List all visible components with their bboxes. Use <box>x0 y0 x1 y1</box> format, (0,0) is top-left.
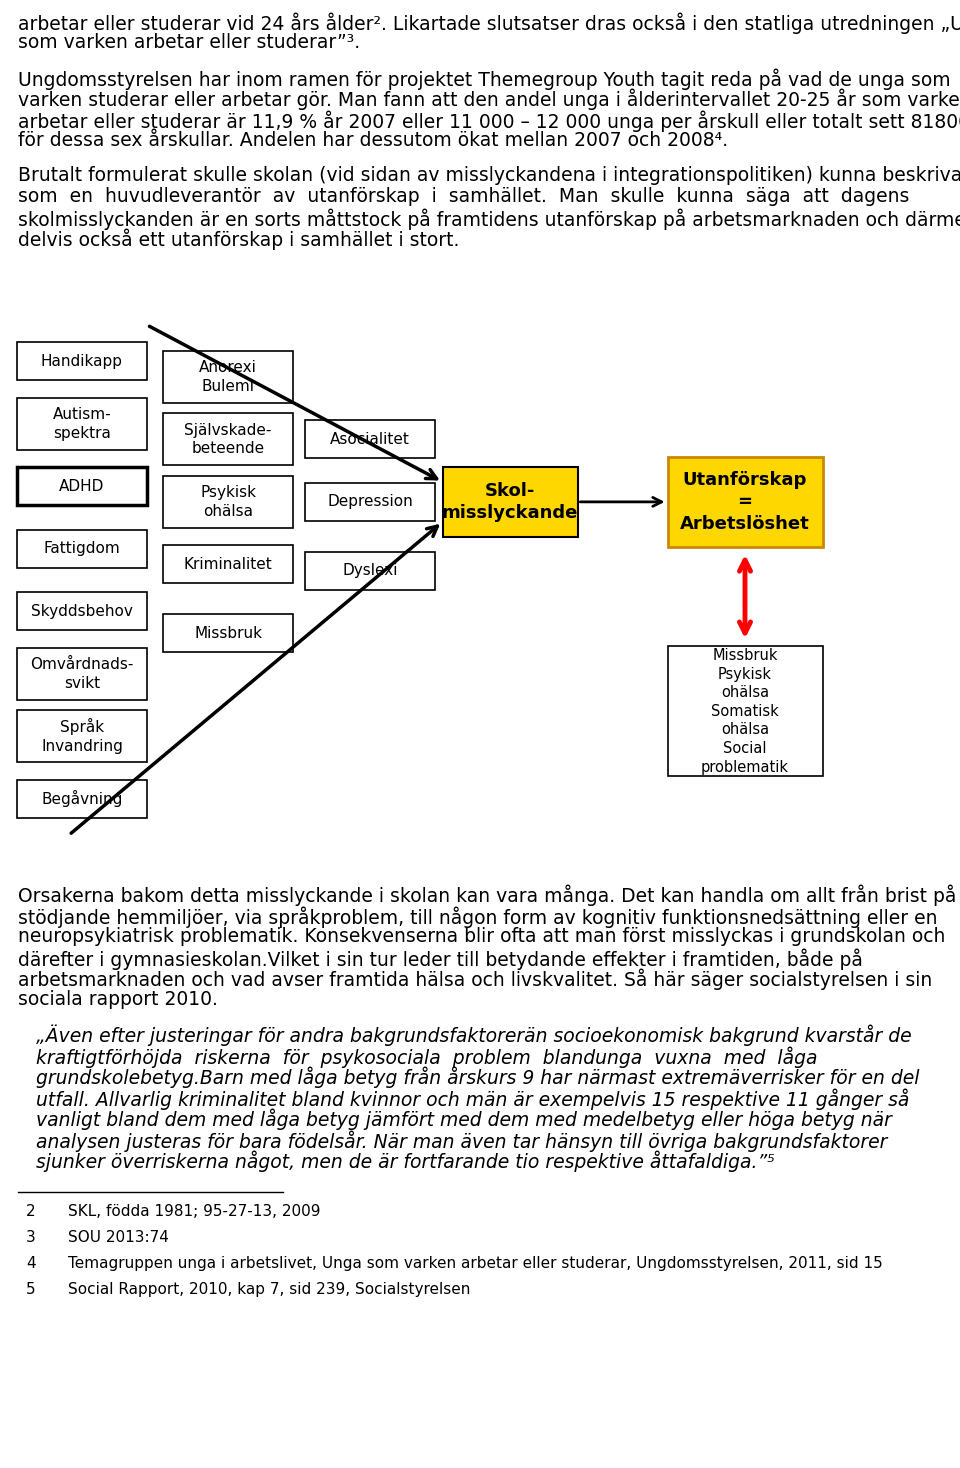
Text: „Även efter justeringar för andra bakgrundsfaktorerän socioekonomisk bakgrund kv: „Även efter justeringar för andra bakgru… <box>36 1025 912 1047</box>
FancyBboxPatch shape <box>17 342 147 380</box>
Text: kraftigtförhöjda  riskerna  för  psykosociala  problem  blandunga  vuxna  med  l: kraftigtförhöjda riskerna för psykosocia… <box>36 1047 818 1067</box>
Text: 3: 3 <box>26 1230 36 1245</box>
FancyBboxPatch shape <box>305 420 435 458</box>
Text: 4: 4 <box>26 1257 36 1271</box>
Text: Autism-
spektra: Autism- spektra <box>53 407 111 440</box>
Text: skolmisslyckanden är en sorts måttstock på framtidens utanförskap på arbetsmarkn: skolmisslyckanden är en sorts måttstock … <box>18 208 960 229</box>
Text: arbetsmarknaden och vad avser framtida hälsa och livskvalitet. Så här säger soci: arbetsmarknaden och vad avser framtida h… <box>18 969 932 991</box>
Text: SOU 2013:74: SOU 2013:74 <box>68 1230 169 1245</box>
Text: vanligt bland dem med låga betyg jämfört med dem med medelbetyg eller höga betyg: vanligt bland dem med låga betyg jämfört… <box>36 1108 892 1130</box>
Text: därefter i gymnasieskolan.Vilket i sin tur leder till betydande effekter i framt: därefter i gymnasieskolan.Vilket i sin t… <box>18 948 863 969</box>
Text: Asocialitet: Asocialitet <box>330 432 410 446</box>
Text: Orsakerna bakom detta misslyckande i skolan kan vara många. Det kan handla om al: Orsakerna bakom detta misslyckande i sko… <box>18 885 956 907</box>
FancyBboxPatch shape <box>305 552 435 590</box>
Text: Social Rapport, 2010, kap 7, sid 239, Socialstyrelsen: Social Rapport, 2010, kap 7, sid 239, So… <box>68 1282 470 1298</box>
FancyBboxPatch shape <box>163 476 293 528</box>
FancyBboxPatch shape <box>17 780 147 818</box>
Text: 5: 5 <box>26 1282 36 1298</box>
FancyBboxPatch shape <box>163 614 293 652</box>
Text: analysen justeras för bara födelsår. När man även tar hänsyn till övriga bakgrun: analysen justeras för bara födelsår. När… <box>36 1130 887 1151</box>
Text: Utanförskap
=
Arbetslöshet: Utanförskap = Arbetslöshet <box>680 471 810 533</box>
Text: Handikapp: Handikapp <box>41 354 123 368</box>
Text: Skyddsbehov: Skyddsbehov <box>31 603 132 618</box>
Text: SKL, födda 1981; 95-27-13, 2009: SKL, födda 1981; 95-27-13, 2009 <box>68 1204 321 1218</box>
Text: Omvårdnads-
svikt: Omvårdnads- svikt <box>31 658 133 690</box>
Text: Anorexi
Bulemi: Anorexi Bulemi <box>199 360 257 393</box>
FancyBboxPatch shape <box>17 530 147 568</box>
Text: sjunker överriskerna något, men de är fortfarande tio respektive åttafaldiga.”⁵: sjunker överriskerna något, men de är fo… <box>36 1151 775 1173</box>
FancyBboxPatch shape <box>163 351 293 402</box>
Text: arbetar eller studerar vid 24 års ålder². Likartade slutsatser dras också i den : arbetar eller studerar vid 24 års ålder²… <box>18 12 960 34</box>
Text: Självskade-
beteende: Självskade- beteende <box>184 423 272 457</box>
Text: Kriminalitet: Kriminalitet <box>183 556 273 573</box>
Text: grundskolebetyg.Barn med låga betyg från årskurs 9 har närmast extremäverrisker : grundskolebetyg.Barn med låga betyg från… <box>36 1067 920 1088</box>
FancyBboxPatch shape <box>443 467 578 537</box>
Text: Brutalt formulerat skulle skolan (vid sidan av misslyckandena i integrationspoli: Brutalt formulerat skulle skolan (vid si… <box>18 166 960 185</box>
Text: Dyslexi: Dyslexi <box>343 564 397 578</box>
FancyBboxPatch shape <box>17 592 147 630</box>
Text: sociala rapport 2010.: sociala rapport 2010. <box>18 989 218 1009</box>
Text: arbetar eller studerar är 11,9 % år 2007 eller 11 000 – 12 000 unga per årskull : arbetar eller studerar är 11,9 % år 2007… <box>18 110 960 132</box>
Text: delvis också ett utanförskap i samhället i stort.: delvis också ett utanförskap i samhället… <box>18 229 460 251</box>
FancyBboxPatch shape <box>17 711 147 762</box>
Text: Begåvning: Begåvning <box>41 790 123 807</box>
Text: Ungdomsstyrelsen har inom ramen för projektet Themegroup Youth tagit reda på vad: Ungdomsstyrelsen har inom ramen för proj… <box>18 68 950 90</box>
Text: Psykisk
ohälsa: Psykisk ohälsa <box>200 484 256 518</box>
Text: Språk
Invandring: Språk Invandring <box>41 718 123 755</box>
FancyBboxPatch shape <box>163 546 293 583</box>
FancyBboxPatch shape <box>163 414 293 465</box>
Text: neuropsykiatrisk problematik. Konsekvenserna blir ofta att man först misslyckas : neuropsykiatrisk problematik. Konsekvens… <box>18 926 946 945</box>
FancyBboxPatch shape <box>17 467 147 505</box>
FancyBboxPatch shape <box>17 398 147 449</box>
Text: stödjande hemmiljöer, via språkproblem, till någon form av kognitiv funktionsned: stödjande hemmiljöer, via språkproblem, … <box>18 906 938 928</box>
Text: som varken arbetar eller studerar”³.: som varken arbetar eller studerar”³. <box>18 32 360 51</box>
Text: Temagruppen unga i arbetslivet, Unga som varken arbetar eller studerar, Ungdomss: Temagruppen unga i arbetslivet, Unga som… <box>68 1257 883 1271</box>
Text: Skol-
misslyckande: Skol- misslyckande <box>442 482 578 523</box>
Text: för dessa sex årskullar. Andelen har dessutom ökat mellan 2007 och 2008⁴.: för dessa sex årskullar. Andelen har des… <box>18 131 728 150</box>
Text: varken studerar eller arbetar gör. Man fann att den andel unga i ålderintervalle: varken studerar eller arbetar gör. Man f… <box>18 90 960 110</box>
FancyBboxPatch shape <box>667 646 823 777</box>
Text: Fattigdom: Fattigdom <box>43 542 120 556</box>
Text: utfall. Allvarlig kriminalitet bland kvinnor och män är exempelvis 15 respektive: utfall. Allvarlig kriminalitet bland kvi… <box>36 1088 909 1110</box>
Text: 2: 2 <box>26 1204 36 1218</box>
Text: Depression: Depression <box>327 495 413 509</box>
Text: ADHD: ADHD <box>60 479 105 493</box>
Text: Missbruk: Missbruk <box>194 625 262 640</box>
Text: som  en  huvudleverantör  av  utanförskap  i  samhället.  Man  skulle  kunna  sä: som en huvudleverantör av utanförskap i … <box>18 186 909 206</box>
FancyBboxPatch shape <box>305 483 435 521</box>
FancyBboxPatch shape <box>17 647 147 700</box>
Text: Missbruk
Psykisk
ohälsa
Somatisk
ohälsa
Social
problematik: Missbruk Psykisk ohälsa Somatisk ohälsa … <box>701 647 789 775</box>
FancyBboxPatch shape <box>667 457 823 548</box>
